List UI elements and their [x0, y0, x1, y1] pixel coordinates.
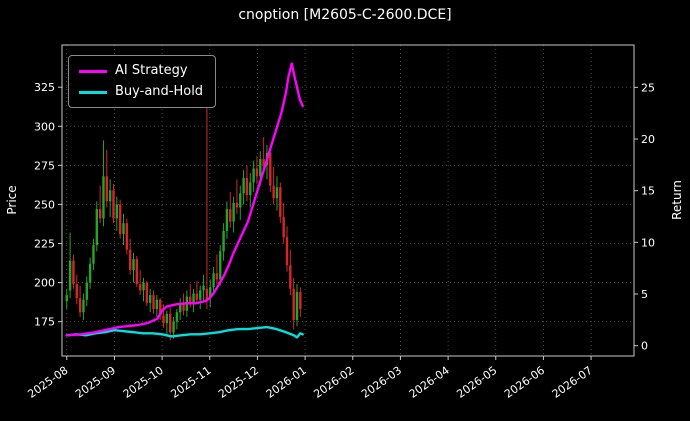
plot-border — [61, 44, 635, 357]
ai-strategy-line-swatch — [79, 69, 107, 73]
x-tick-label: 2026-05 — [454, 364, 499, 401]
x-tick-label: 2025-09 — [73, 364, 118, 401]
price-tick-label: 325 — [34, 81, 55, 94]
buy-and-hold-line-swatch — [79, 90, 107, 94]
price-axis-label: Price — [5, 185, 19, 215]
legend-item-buy-and-hold: Buy-and-Hold — [79, 85, 203, 99]
return-tick-label: 20 — [641, 133, 655, 146]
price-tick-label: 175 — [34, 316, 55, 329]
x-tick-label: 2025-08 — [25, 364, 70, 401]
return-tick-label: 25 — [641, 81, 655, 94]
x-tick-label: 2026-03 — [359, 364, 404, 401]
chart-title: cnoption [M2605-C-2600.DCE] — [238, 7, 452, 23]
buy-and-hold-legend-label: Buy-and-Hold — [115, 84, 204, 99]
return-tick-label: 5 — [641, 288, 648, 301]
price-tick-label: 225 — [34, 237, 55, 250]
x-tick-label: 2025-12 — [216, 364, 261, 401]
grid-lines — [62, 45, 634, 356]
x-tick-label: 2026-04 — [407, 364, 452, 401]
x-tick-label: 2026-01 — [264, 364, 309, 401]
x-tick-label: 2026-06 — [502, 364, 547, 401]
price-tick-label: 300 — [34, 120, 55, 133]
tick-marks — [58, 86, 638, 360]
ai-strategy-line — [65, 62, 304, 337]
legend: AI Strategy Buy-and-Hold — [68, 55, 217, 108]
price-tick-label: 275 — [34, 159, 55, 172]
x-tick-label: 2026-07 — [550, 364, 595, 401]
return-tick-label: 15 — [641, 185, 655, 198]
ai-strategy-legend-label: AI Strategy — [115, 63, 188, 78]
return-tick-label: 10 — [641, 236, 655, 249]
x-tick-label: 2026-02 — [311, 364, 356, 401]
x-tick-label: 2025-10 — [121, 364, 166, 401]
return-axis-label: Return — [670, 180, 684, 220]
return-tick-label: 0 — [641, 340, 648, 353]
legend-item-ai-strategy: AI Strategy — [79, 64, 203, 78]
price-tick-label: 250 — [34, 198, 55, 211]
buy-and-hold-line — [65, 325, 304, 339]
price-tick-label: 200 — [34, 277, 55, 290]
x-tick-label: 2025-11 — [168, 364, 213, 401]
